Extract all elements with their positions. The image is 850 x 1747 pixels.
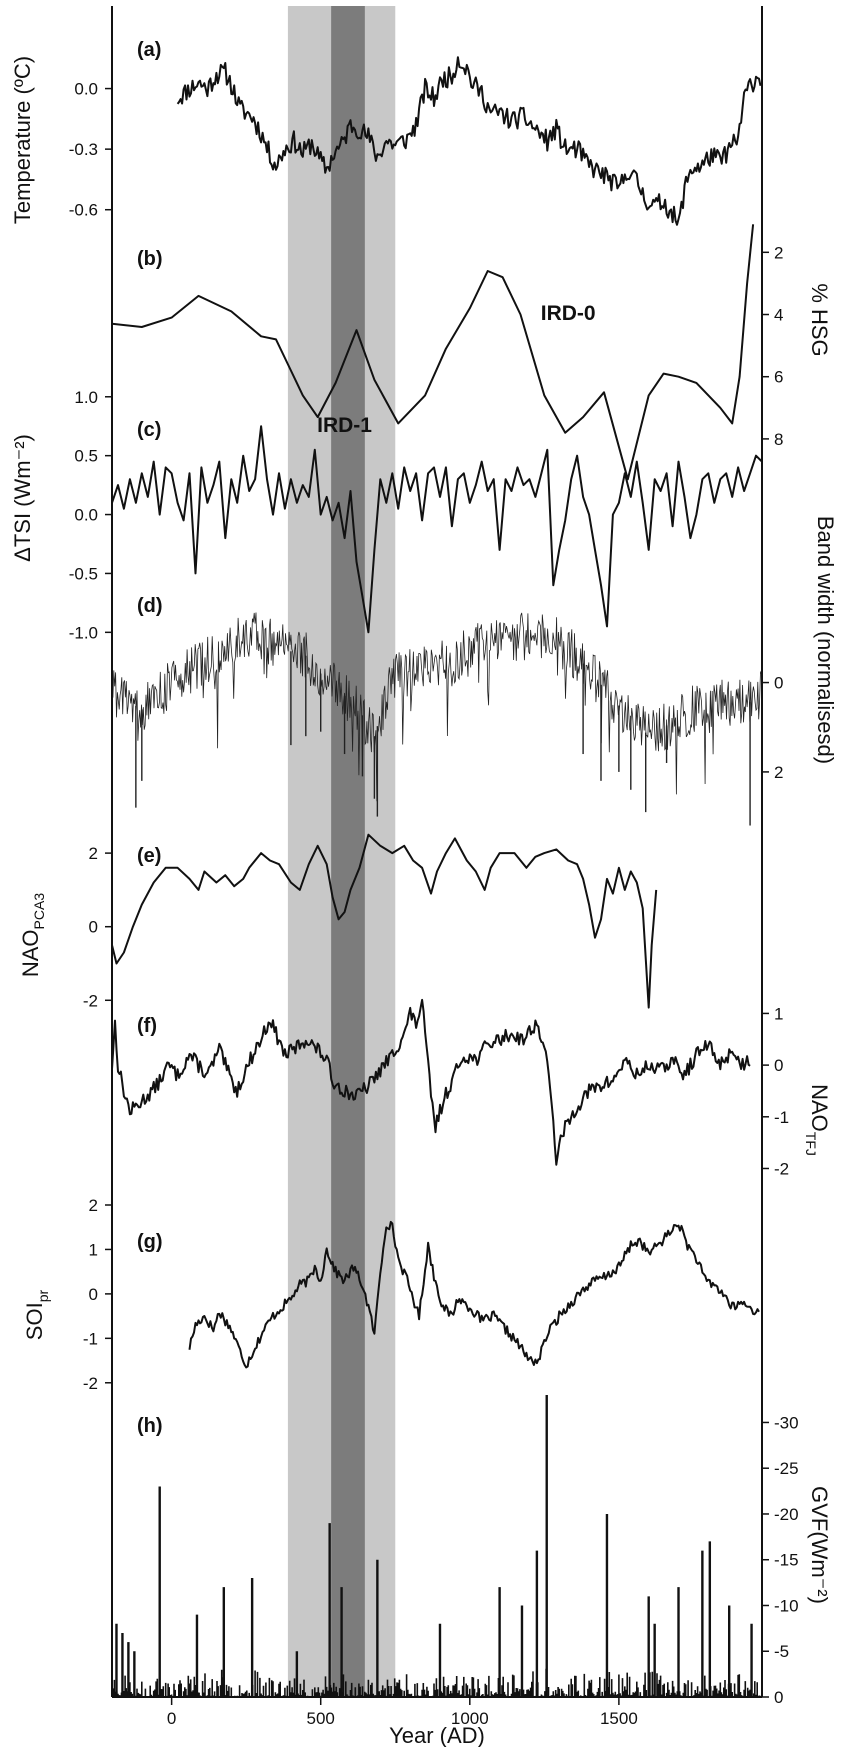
- panel-f: 1 0 -1 -2 (f) NAOTFJ: [111, 998, 832, 1178]
- panel-f-tick-label-2: 0: [774, 1056, 783, 1075]
- panel-f-label: (f): [137, 1015, 157, 1037]
- panel-h: 0 -5 -10 -15 -20 -25 -30 (h) GVF(Wm⁻²): [111, 1395, 832, 1707]
- panel-h-tick-label-5: -20: [774, 1505, 799, 1524]
- panel-h-tick-label-7: -30: [774, 1413, 799, 1432]
- x-tick-label-4: 1500: [600, 1709, 638, 1728]
- x-axis: 0 500 1000 1500 Year (AD): [167, 1697, 638, 1747]
- panel-d: 0 2 (d) Band width (normalisesd): [111, 516, 838, 826]
- panel-g-tick-label-2: 1: [89, 1240, 98, 1259]
- panel-e-axis-title: NAOPCA3: [18, 893, 47, 977]
- x-axis-title: Year (AD): [389, 1723, 485, 1747]
- panel-c-series: [111, 425, 763, 634]
- panel-c: 1.0 0.5 0.0 -0.5 -1.0 (c) ΔTSI (Wm⁻²): [10, 388, 763, 642]
- panel-c-tick-label-1: 1.0: [74, 388, 98, 407]
- panel-b-tick-label-4: 8: [774, 430, 783, 449]
- x-tick-label-1: 0: [167, 1709, 176, 1728]
- panel-e-tick-label-2: 0: [89, 918, 98, 937]
- panel-c-axis-title: ΔTSI (Wm⁻²): [10, 434, 35, 562]
- annotation-ird-1: IRD-1: [317, 414, 372, 437]
- panel-g: 2 1 0 -1 -2 (g) SOIpr: [22, 1196, 760, 1393]
- panel-a-series: [176, 56, 762, 226]
- panel-a-label: (a): [137, 39, 161, 61]
- panel-h-tick-label-2: -5: [774, 1642, 789, 1661]
- panel-a-axis-title: Temperature (ºC): [10, 56, 35, 224]
- panel-f-series: [111, 998, 751, 1166]
- panel-h-tick-label-4: -15: [774, 1551, 799, 1570]
- panel-g-label: (g): [137, 1231, 163, 1253]
- panel-d-axis-title: Band width (normalisesd): [813, 516, 838, 764]
- panel-a-tick-label-2: -0.3: [69, 140, 98, 159]
- panel-h-tick-label-6: -25: [774, 1459, 799, 1478]
- panel-a-tick-label-3: -0.6: [69, 201, 98, 220]
- panel-h-label: (h): [137, 1415, 163, 1437]
- x-tick-label-2: 500: [307, 1709, 335, 1728]
- panel-d-tick-label-2: 2: [774, 763, 783, 782]
- panel-f-tick-label-4: -2: [774, 1159, 789, 1178]
- plot-frame: [111, 6, 763, 1698]
- panel-g-series: [188, 1220, 760, 1369]
- annotation-ird-0: IRD-0: [541, 302, 596, 325]
- panel-c-tick-label-5: -1.0: [69, 623, 98, 642]
- panel-b: 2 4 6 8 (b) % HSG: [111, 224, 832, 481]
- panel-f-axis-title: NAOTFJ: [803, 1084, 832, 1156]
- panel-b-tick-label-3: 6: [774, 368, 783, 387]
- panels: 0.0 -0.3 -0.6 (a) Temperature (ºC) 2 4 6 8 (b) % H…: [10, 39, 838, 1707]
- panel-g-tick-label-5: -2: [83, 1374, 98, 1393]
- panel-e-label: (e): [137, 845, 161, 867]
- panel-b-tick-label-1: 2: [774, 243, 783, 262]
- panel-a-tick-label-1: 0.0: [74, 80, 98, 99]
- panel-e: 2 0 -2 (e) NAOPCA3: [18, 833, 658, 1010]
- panel-e-series: [111, 833, 658, 1009]
- panel-g-tick-label-1: 2: [89, 1196, 98, 1215]
- panel-f-tick-label-3: -1: [774, 1108, 789, 1127]
- panel-d-series: [111, 612, 762, 802]
- panel-h-baseline-bars: [111, 1668, 761, 1697]
- panel-d-label: (d): [137, 595, 163, 617]
- panel-g-axis-title: SOIpr: [22, 1289, 51, 1340]
- panel-c-tick-label-2: 0.5: [74, 447, 98, 466]
- panel-c-tick-label-3: 0.0: [74, 506, 98, 525]
- panel-c-label: (c): [137, 419, 161, 441]
- panel-b-series: [111, 224, 755, 481]
- shaded-intervals: [287, 6, 396, 1697]
- panel-e-tick-label-3: -2: [83, 991, 98, 1010]
- panel-g-tick-label-3: 0: [89, 1285, 98, 1304]
- panel-e-tick-label-1: 2: [89, 844, 98, 863]
- panel-b-label: (b): [137, 248, 163, 270]
- panel-a: 0.0 -0.3 -0.6 (a) Temperature (ºC): [10, 39, 762, 226]
- panel-f-tick-label-1: 1: [774, 1004, 783, 1023]
- panel-d-tick-label-1: 0: [774, 674, 783, 693]
- shaded-interval-2: [331, 6, 365, 1697]
- panel-b-axis-title: % HSG: [807, 283, 832, 356]
- panel-h-tick-label-3: -10: [774, 1596, 799, 1615]
- panel-h-axis-title: GVF(Wm⁻²): [807, 1486, 832, 1604]
- panel-h-tick-label-1: 0: [774, 1688, 783, 1707]
- panel-g-tick-label-4: -1: [83, 1329, 98, 1348]
- panel-c-tick-label-4: -0.5: [69, 564, 98, 583]
- x-tick-label-3: 1000: [451, 1709, 489, 1728]
- panel-b-tick-label-2: 4: [774, 306, 783, 325]
